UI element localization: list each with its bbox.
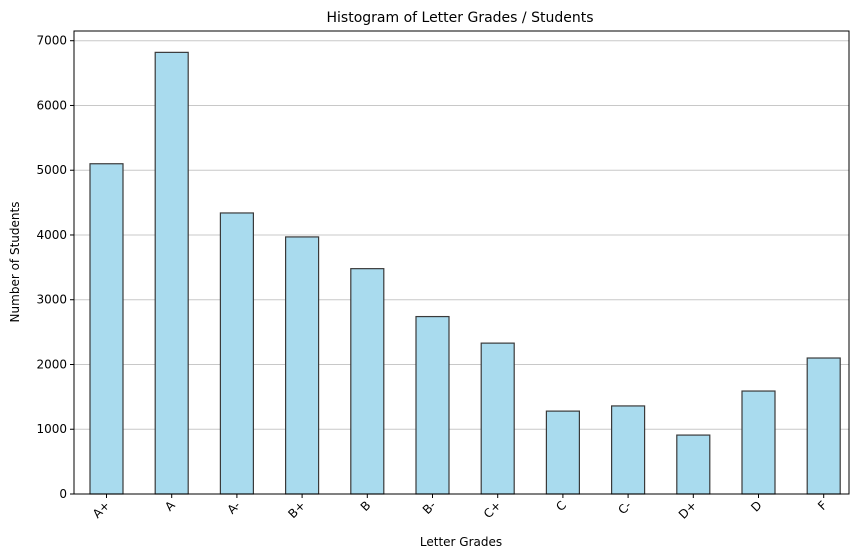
bar-A+ [89,163,124,495]
y-tick-label: 6000 [36,98,67,112]
x-tick-label: C- [615,498,634,517]
x-tick-label: D [748,498,764,514]
x-tick-label: B- [420,498,439,517]
bar-B+ [285,236,320,495]
grid-lines [74,40,849,430]
bar-B- [415,315,450,495]
bar-C [545,410,581,495]
y-tick-label: 2000 [36,357,67,371]
y-tick-label: 4000 [36,228,67,242]
bars [89,51,841,495]
bar-C+ [480,342,515,495]
chart-title: Histogram of Letter Grades / Students [327,10,594,26]
x-axis: A+ A A- B+ B B- C+ C C- D+ D F [90,494,830,522]
x-tick-label: A+ [90,498,113,521]
y-tick-label: 5000 [36,163,67,177]
x-tick-label: A- [224,498,243,517]
x-tick-label: D+ [676,498,700,522]
bar-C- [610,405,646,495]
y-axis: 0 1000 2000 3000 4000 5000 6000 7000 [36,34,74,501]
x-axis-label: Letter Grades [420,535,502,549]
y-tick-label: 0 [59,487,67,501]
x-tick-label: B [358,498,374,514]
y-tick-label: 7000 [36,34,67,48]
y-axis-label: Number of Students [8,202,22,323]
bar-B [350,268,385,495]
plot-frame [73,30,850,495]
y-tick-label: 1000 [36,422,67,436]
bar-F [806,357,841,495]
bar-A [154,51,189,495]
x-tick-label: B+ [285,498,308,521]
bar-A- [219,212,254,495]
y-tick-label: 3000 [36,293,67,307]
x-tick-label: F [815,498,830,513]
x-tick-label: C [553,498,569,514]
x-tick-label: C+ [481,498,504,521]
x-tick-label: A [162,498,178,514]
bar-D+ [676,434,711,495]
bar-D [741,390,776,495]
